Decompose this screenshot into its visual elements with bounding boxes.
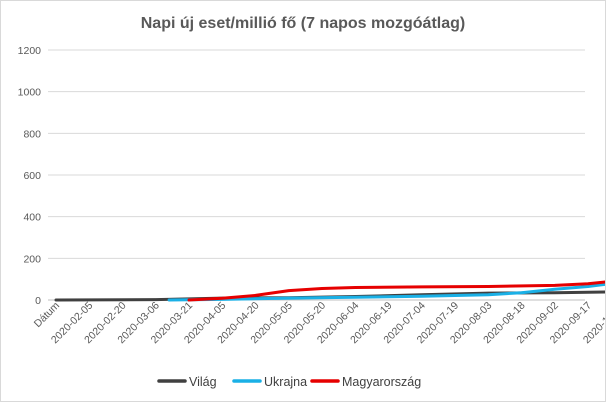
series-lines [54,280,605,302]
gridlines [48,49,585,259]
y-tick-label: 600 [23,170,41,182]
legend: Világ Ukrajna Magyarország [157,375,421,389]
chart-title: Napi új eset/millió fő (7 napos mozgóátl… [141,15,465,32]
y-tick-label: 0 [35,295,41,307]
series-line [187,280,605,302]
legend-label: Magyarország [342,375,421,389]
y-tick-label: 400 [23,212,41,224]
y-tick-label: 800 [23,128,41,140]
y-tick-label: 1000 [18,87,42,99]
y-tick-label: 200 [23,253,41,265]
legend-label: Világ [189,375,217,389]
y-tick-label: 1200 [18,45,42,57]
legend-label: Ukrajna [264,375,307,389]
series-line [167,282,605,302]
